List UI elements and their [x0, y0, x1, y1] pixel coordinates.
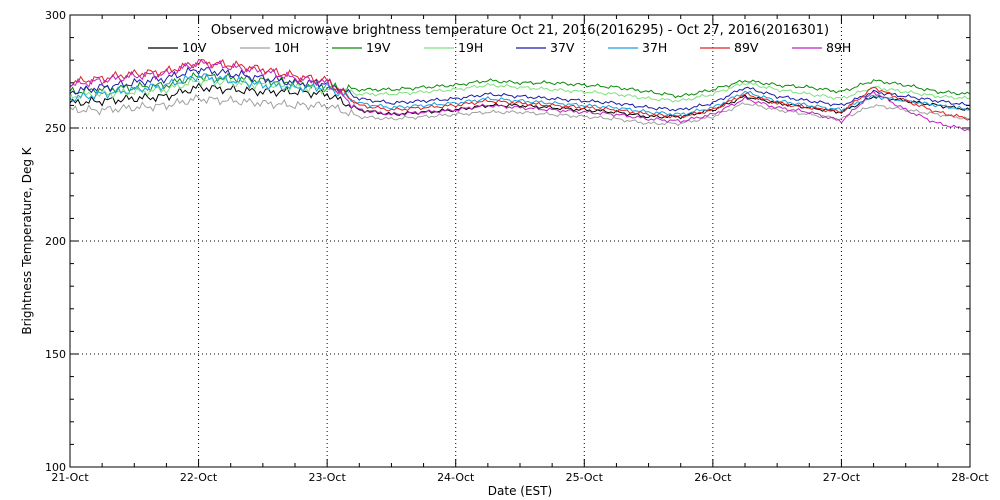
x-tick-label: 24-Oct: [437, 471, 475, 484]
series-line-19h: [69, 77, 971, 103]
y-axis-label: Brightness Temperature, Deg K: [20, 146, 34, 334]
x-tick-label: 28-Oct: [951, 471, 989, 484]
legend-label-19v: 19V: [366, 40, 391, 55]
series-line-89v: [69, 58, 971, 121]
y-tick-label: 300: [45, 9, 66, 22]
series-line-37v: [69, 66, 971, 112]
legend: 10V 10H 19V 19H 37V 37H 89V 89H: [148, 40, 851, 55]
x-tick-label: 23-Oct: [308, 471, 346, 484]
legend-label-10h: 10H: [274, 40, 299, 55]
chart-title: Observed microwave brightness temperatur…: [211, 23, 829, 38]
x-tick-label: 21-Oct: [51, 471, 89, 484]
series-line-10v: [69, 82, 971, 120]
series-line-10h: [69, 94, 971, 127]
legend-label-10v: 10V: [182, 40, 207, 55]
y-tick-label: 100: [45, 461, 66, 474]
series-line-37h: [69, 73, 971, 117]
legend-label-89h: 89H: [826, 40, 851, 55]
y-axis: 100 150 200 250 300: [45, 9, 970, 474]
x-tick-label: 27-Oct: [823, 471, 861, 484]
series-layer: [69, 58, 971, 132]
x-tick-label: 26-Oct: [694, 471, 732, 484]
legend-label-89v: 89V: [734, 40, 759, 55]
series-line-19v: [69, 71, 971, 99]
x-axis: 21-Oct 22-Oct 23-Oct 24-Oct 25-Oct 26-Oct 27-O…: [51, 15, 989, 484]
legend-label-19h: 19H: [458, 40, 483, 55]
y-tick-label: 200: [45, 235, 66, 248]
x-tick-label: 22-Oct: [180, 471, 218, 484]
series-line-89h: [69, 58, 971, 132]
y-tick-label: 150: [45, 348, 66, 361]
legend-label-37v: 37V: [550, 40, 575, 55]
y-tick-label: 250: [45, 122, 66, 135]
x-axis-label: Date (EST): [488, 484, 552, 498]
grid-layer: [70, 15, 970, 467]
x-tick-label: 25-Oct: [566, 471, 604, 484]
legend-label-37h: 37H: [642, 40, 667, 55]
